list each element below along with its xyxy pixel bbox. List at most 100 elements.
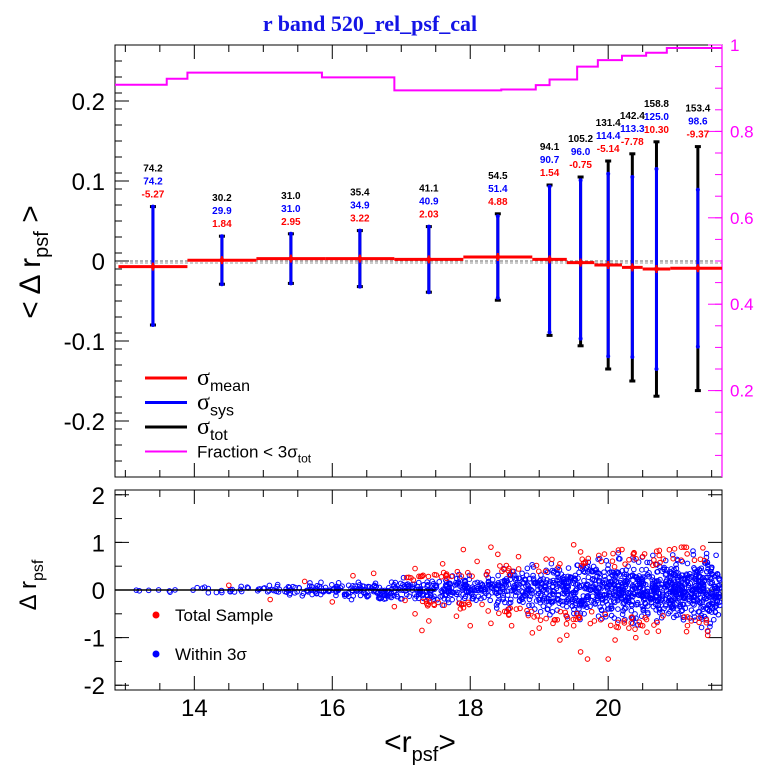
within-3sigma-point	[136, 587, 143, 594]
sigma-sys-cap	[288, 231, 293, 236]
within-3sigma-point	[463, 582, 470, 589]
sigma-tot-label: 41.1	[419, 184, 439, 195]
bottom-legend: Total Sample Within 3σ	[152, 606, 273, 664]
total-sample-point	[611, 563, 618, 570]
total-sample-point	[488, 544, 494, 550]
within-3sigma-point	[662, 596, 669, 602]
total-sample-point	[577, 649, 584, 655]
within-3sigma-point	[587, 603, 593, 610]
top-y-axis: 0.2 0.1 0 -0.1 -0.2	[64, 60, 129, 462]
within-3sigma-point	[692, 576, 699, 582]
within-3sigma-point	[545, 595, 552, 602]
total-sample-point	[457, 605, 464, 612]
within-3sigma-point	[703, 568, 710, 575]
total-sample-point	[464, 569, 471, 576]
legend-label: σsys	[197, 390, 234, 420]
sigma-mean-label: 1.54	[540, 168, 560, 179]
within-3sigma-point	[671, 571, 677, 577]
total-sample-point	[631, 549, 637, 556]
within-3sigma-point	[364, 593, 370, 600]
within-3sigma-point	[703, 550, 710, 557]
within-3sigma-point	[429, 594, 435, 601]
within-3sigma-point	[575, 575, 581, 581]
top-y-axis-label: < Δ rpsf >	[14, 205, 53, 318]
within-3sigma-point	[489, 589, 495, 596]
sigma-sys-cap	[219, 234, 224, 239]
y-tick-label: -0.1	[64, 329, 105, 356]
within-3sigma-point	[570, 596, 576, 603]
sigma-tot-label: 153.4	[685, 104, 710, 115]
total-sample-point	[536, 625, 543, 631]
within-3sigma-point	[691, 565, 697, 571]
within-3sigma-point	[695, 591, 702, 598]
total-sample-point	[391, 603, 398, 610]
total-sample-point	[495, 551, 501, 558]
total-sample-point	[497, 563, 503, 569]
total-sample-point	[525, 612, 532, 619]
within-3sigma-point	[621, 606, 628, 612]
within-3sigma-point	[676, 595, 682, 601]
y-tick-label: 0	[92, 578, 105, 605]
within-3sigma-point	[669, 590, 676, 596]
within-3sigma-point	[449, 596, 455, 603]
total-sample-point	[453, 613, 460, 619]
within-3sigma-point	[414, 583, 421, 590]
top-right-axis: 0.2 0.4 0.6 0.8 1	[708, 36, 754, 477]
within-3sigma-point	[352, 583, 358, 589]
total-sample-point	[562, 609, 569, 616]
within-3sigma-point	[644, 609, 651, 616]
within-3sigma-point	[549, 590, 556, 597]
y-tick-label: 0.1	[72, 169, 105, 196]
within-3sigma-point	[646, 570, 652, 576]
total-sample-point	[577, 549, 584, 555]
total-sample-point	[484, 568, 491, 575]
sigma-mean-label: -7.78	[621, 137, 644, 148]
total-sample-point	[474, 558, 480, 565]
within-3sigma-point	[529, 590, 535, 597]
within-3sigma-point	[538, 592, 544, 599]
total-sample-point	[582, 559, 589, 565]
within-3sigma-point	[166, 588, 173, 594]
within-3sigma-point	[640, 597, 647, 603]
within-3sigma-point	[496, 589, 503, 596]
within-3sigma-point	[680, 616, 687, 623]
within-3sigma-point	[501, 577, 508, 584]
within-3sigma-point	[699, 599, 705, 606]
within-3sigma-point	[702, 560, 708, 566]
within-3sigma-point	[631, 566, 637, 573]
total-sample-point	[644, 629, 650, 635]
within-3sigma-point	[266, 582, 273, 589]
right-tick-label: 0.4	[730, 295, 754, 314]
within-3sigma-point	[625, 585, 631, 591]
within-3sigma-point	[405, 586, 412, 592]
within-3sigma-point	[556, 577, 563, 583]
within-3sigma-point	[668, 597, 675, 604]
total-sample-point	[602, 611, 609, 618]
sigma-tot-label: 105.2	[568, 134, 593, 145]
within-3sigma-point	[664, 566, 670, 573]
total-sample-point	[596, 552, 602, 559]
within-3sigma-point	[326, 588, 332, 595]
within-3sigma-point	[318, 579, 324, 586]
within-3sigma-point	[630, 590, 636, 597]
within-3sigma-point	[675, 591, 682, 598]
within-3sigma-point	[704, 587, 711, 593]
within-3sigma-point	[605, 579, 612, 586]
within-3sigma-point	[698, 581, 705, 587]
within-3sigma-point	[300, 590, 307, 597]
within-3sigma-point	[534, 582, 541, 589]
within-3sigma-point	[333, 592, 339, 599]
within-3sigma-point	[504, 578, 510, 584]
within-3sigma-point	[615, 606, 621, 612]
total-sample-point	[660, 613, 666, 619]
total-sample-point	[402, 597, 408, 604]
within-3sigma-point	[444, 581, 450, 588]
within-3sigma-point	[696, 599, 703, 605]
within-3sigma-point	[495, 579, 502, 586]
total-sample-point	[431, 571, 438, 578]
total-sample-point	[528, 608, 535, 615]
within-3sigma-point	[573, 586, 580, 593]
total-sample-point	[650, 562, 656, 569]
within-3sigma-point	[673, 562, 679, 568]
top-panel: 0.2 0.1 0 -0.1 -0.2 0.2 0.4 0.6 0.8 1 74.2 74.2 -5…	[64, 36, 754, 478]
